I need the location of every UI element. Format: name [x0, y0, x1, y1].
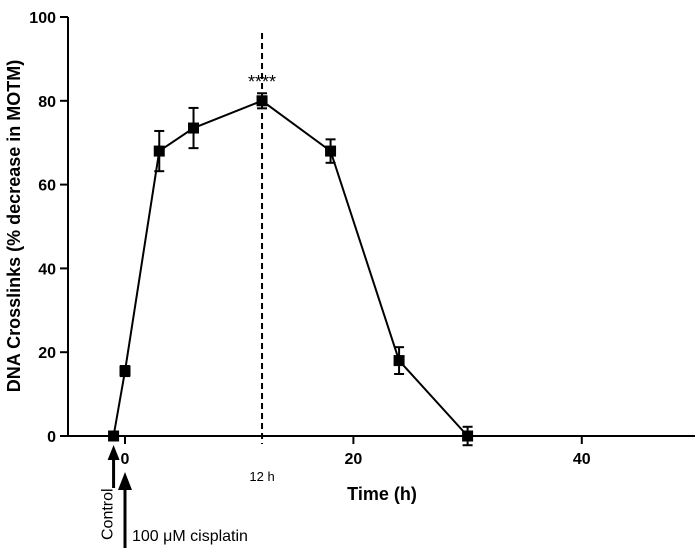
series-line: [112, 99, 469, 437]
x-tick-label: 0: [121, 451, 130, 468]
annotations-group: **** Control 100 μM cisplatin: [100, 72, 276, 548]
reference-line-label: 12 h: [249, 469, 274, 484]
y-tick-label: 40: [38, 261, 56, 278]
data-point: [108, 430, 120, 442]
reference-line-group: 12 h: [249, 33, 275, 484]
data-point: [153, 145, 165, 157]
x-tick-label: 40: [573, 451, 591, 468]
y-tick-label: 20: [38, 345, 56, 362]
data-point: [325, 145, 337, 157]
data-point: [119, 365, 131, 377]
control-label: Control: [100, 488, 117, 540]
data-point: [188, 122, 200, 134]
y-tick-label: 80: [38, 94, 56, 111]
y-tick-label: 100: [29, 10, 56, 27]
data-point: [393, 355, 405, 367]
x-tick-label: 20: [345, 451, 363, 468]
y-tick-label: 0: [47, 429, 56, 446]
x-axis-title: Time (h): [347, 484, 417, 504]
cisplatin-arrow-head: [118, 472, 132, 490]
axes: 0 20 40 60 80 100 0 20 40: [29, 10, 695, 468]
y-axis-title: DNA Crosslinks (% decrease in MOTM): [4, 60, 24, 392]
data-point: [256, 95, 268, 107]
control-arrow-head: [107, 445, 120, 460]
series-group: [108, 92, 474, 447]
significance-stars: ****: [248, 72, 276, 92]
cisplatin-label: 100 μM cisplatin: [132, 528, 248, 545]
y-tick-label: 60: [38, 178, 56, 195]
data-point: [462, 430, 474, 442]
